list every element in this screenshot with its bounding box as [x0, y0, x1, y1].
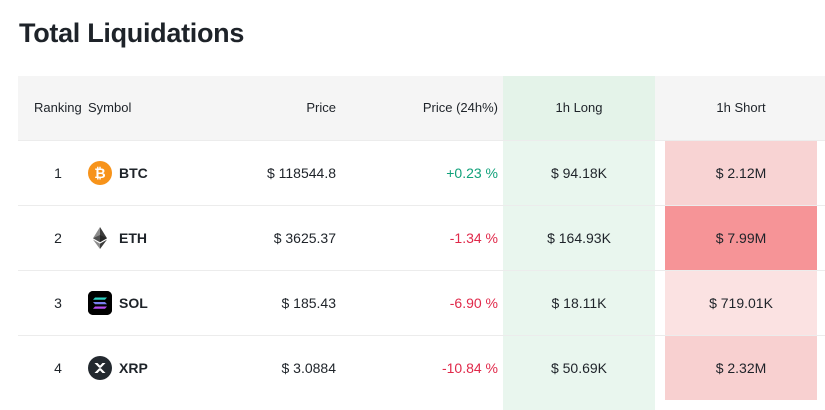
price: $ 3625.37: [273, 230, 336, 246]
short-liquidation: $ 2.12M: [715, 165, 767, 181]
table-row[interactable]: 1 ₿ BTC $ 118544.8 +0.23 % $ 94.18K $ 2.…: [18, 140, 825, 206]
short-cell-bg: [665, 206, 817, 270]
xrp-icon: [88, 356, 112, 380]
svg-text:₿: ₿: [94, 166, 105, 182]
table-row[interactable]: 4 XRP $ 3.0884 -10.84 % $ 50.69K $ 2.32M: [18, 335, 825, 401]
long-liquidation: $ 94.18K: [550, 165, 608, 181]
short-cell-bg: [665, 141, 817, 205]
header-1h-long[interactable]: 1h Long: [555, 100, 603, 115]
symbol-label: BTC: [119, 165, 148, 181]
short-liquidation: $ 7.99M: [715, 230, 767, 246]
symbol-label: XRP: [119, 360, 148, 376]
liquidations-table: Ranking Symbol Price Price (24h%) 1h Lon…: [18, 76, 825, 410]
price: $ 185.43: [281, 295, 337, 311]
long-header-bg: [503, 76, 655, 140]
page-title: Total Liquidations: [19, 18, 245, 48]
short-liquidation: $ 2.32M: [715, 360, 767, 376]
symbol-label: SOL: [119, 295, 148, 311]
short-cell-bg: [665, 336, 817, 400]
symbol-label: ETH: [119, 230, 147, 246]
table-row[interactable]: 2 ETH $ 3625.37 -1.34 % $ 164.93K $ 7.99…: [18, 205, 825, 271]
header-symbol[interactable]: Symbol: [88, 100, 132, 115]
header-1h-short[interactable]: 1h Short: [716, 100, 766, 115]
table-header: Ranking Symbol Price Price (24h%) 1h Lon…: [18, 76, 825, 140]
price-change: -10.84 %: [441, 360, 498, 376]
rank: 2: [54, 230, 62, 246]
bitcoin-icon: ₿: [88, 161, 112, 185]
rank: 3: [54, 295, 62, 311]
header-ranking[interactable]: Ranking: [34, 100, 82, 115]
short-cell-bg: [665, 271, 817, 335]
long-liquidation: $ 18.11K: [551, 295, 607, 311]
long-column-bg: [503, 140, 655, 410]
rank: 1: [54, 165, 62, 181]
header-change[interactable]: Price (24h%): [422, 100, 498, 115]
header-price[interactable]: Price: [306, 100, 336, 115]
ethereum-icon: [88, 226, 112, 250]
price: $ 3.0884: [281, 360, 337, 376]
price-change: -6.90 %: [449, 295, 498, 311]
rank: 4: [54, 360, 62, 376]
solana-icon: [88, 291, 112, 315]
price: $ 118544.8: [266, 165, 336, 181]
price-change: +0.23 %: [446, 165, 498, 181]
long-liquidation: $ 164.93K: [547, 230, 611, 246]
long-liquidation: $ 50.69K: [550, 360, 608, 376]
short-liquidation: $ 719.01K: [709, 295, 773, 311]
price-change: -1.34 %: [449, 230, 498, 246]
table-row[interactable]: 3 SOL $ 185.43 -6.90 % $ 18.11K $ 719.01…: [18, 270, 825, 336]
